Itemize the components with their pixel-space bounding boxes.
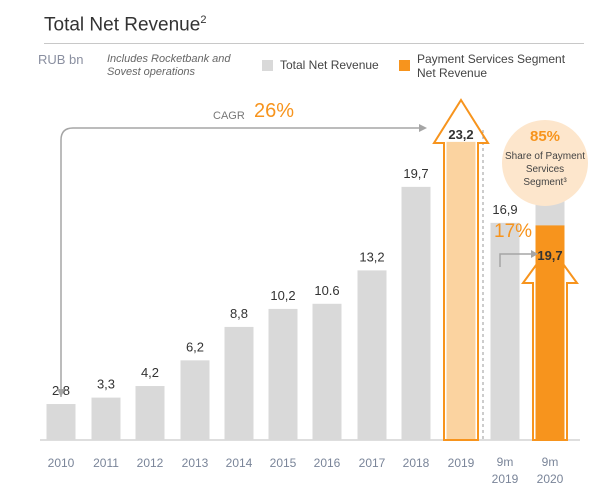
data-label-2015: 10,2	[270, 288, 295, 303]
bar-9m-2019	[490, 222, 520, 440]
tick-label-2018: 2018	[403, 456, 430, 470]
share-percentage: 85%	[529, 128, 561, 145]
bar-2017	[357, 270, 387, 440]
tick-label-9m-2020-line1: 9m	[542, 455, 559, 469]
unit-label: RUB bn	[38, 52, 84, 67]
payment-bar-9m-2020	[535, 225, 565, 440]
bar-2010	[46, 404, 76, 440]
tick-label-2011: 2011	[93, 456, 119, 470]
bar-2016	[312, 303, 342, 440]
cagr-label: CAGR	[213, 110, 245, 122]
growth-arrow-9m-2020	[521, 244, 579, 441]
tick-label-9m-2019-line2: 2019	[492, 472, 519, 486]
bar-2019	[446, 141, 476, 440]
bar-2018	[401, 186, 431, 440]
growth-connector	[499, 253, 535, 267]
data-label-2014: 8,8	[230, 306, 248, 321]
tick-label-2019: 2019	[448, 456, 475, 470]
bar-2013	[180, 360, 210, 440]
data-label-2012: 4,2	[141, 365, 159, 380]
tick-label-9m-2019-line1: 9m	[497, 455, 514, 469]
growth-percentage: 17%	[494, 221, 533, 242]
cagr-connector	[60, 127, 425, 397]
tick-label-9m-2020-line2: 2020	[537, 472, 564, 486]
bar-2014	[224, 326, 254, 440]
share-description: Share of Payment Services Segment³	[504, 151, 586, 188]
legend-label-total: Total Net Revenue	[280, 58, 379, 72]
data-label-2017: 13,2	[359, 249, 384, 264]
cagr-start-tick	[57, 389, 65, 397]
cagr-arrowhead	[419, 124, 427, 132]
data-label-2013: 6,2	[186, 339, 204, 354]
growth-connector-arrowhead	[531, 250, 538, 258]
legend-swatch-total	[262, 60, 273, 71]
legend-label-payment: Payment Services Segment Net Revenue	[417, 52, 566, 80]
growth-arrow-2019	[432, 98, 490, 441]
data-label-2018: 19,7	[403, 166, 428, 181]
data-label-9m-2020: 19,7	[537, 248, 562, 263]
tick-label-2014: 2014	[226, 456, 253, 470]
bar-2012	[135, 386, 165, 440]
data-label-2016: 10.6	[314, 283, 339, 298]
bar-2011	[91, 397, 121, 440]
tick-label-2016: 2016	[314, 456, 341, 470]
tick-label-2013: 2013	[182, 456, 209, 470]
legend-swatch-payment	[399, 60, 410, 71]
share-bubble	[502, 120, 588, 206]
title-divider	[44, 43, 584, 44]
scope-note: Includes Rocketbank and Sovest operation…	[107, 53, 231, 78]
cagr-value: 26%	[254, 100, 295, 122]
data-label-2019: 23,2	[448, 127, 473, 142]
data-label-9m-2019: 16,9	[492, 202, 517, 217]
chart-title: Total Net Revenue2	[44, 14, 207, 36]
data-label-2011: 3,3	[97, 377, 115, 392]
tick-label-2017: 2017	[359, 456, 386, 470]
tick-label-2010: 2010	[48, 456, 75, 470]
tick-label-2015: 2015	[270, 456, 297, 470]
tick-label-2012: 2012	[137, 456, 164, 470]
bar-2015	[268, 308, 298, 440]
